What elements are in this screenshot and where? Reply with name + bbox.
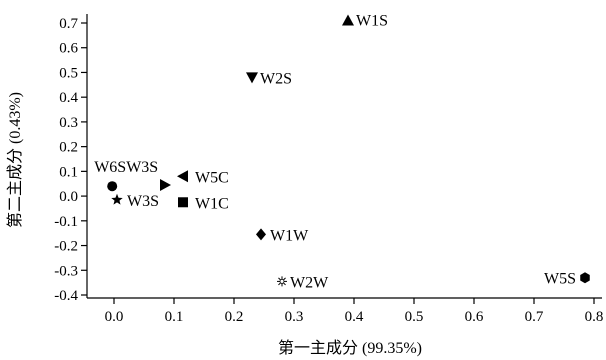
- x-tick-label: 0.8: [585, 309, 604, 325]
- y-tick-label: -0.2: [54, 239, 78, 255]
- data-points: [107, 14, 590, 287]
- point-label-w5c: W5C: [195, 169, 229, 186]
- y-tick-label: 0.1: [59, 164, 78, 180]
- x-tick-label: 0.7: [525, 309, 544, 325]
- point-label-w1s: W1S: [356, 13, 388, 30]
- y-tick-label: 0.7: [59, 16, 78, 32]
- y-tick-label: 0.2: [59, 140, 78, 156]
- point-label-w2s: W2S: [260, 70, 292, 87]
- data-point-w1s-marker: [342, 14, 354, 26]
- y-tick-label: 0.3: [59, 115, 78, 131]
- data-point-w2w-marker: [277, 276, 287, 287]
- x-tick-label: 0.6: [465, 309, 484, 325]
- y-tick-label: 0.4: [59, 90, 78, 106]
- x-tick-label: 0.3: [285, 309, 304, 325]
- point-label-w3s: W3S: [127, 193, 159, 210]
- y-tick-label: -0.1: [54, 214, 78, 230]
- point-label-w1w: W1W: [270, 227, 309, 244]
- point-labels: W1S W2S W5C W3S W1C W1W W2W W5S W6SW3S: [94, 13, 576, 292]
- y-tick-label: -0.3: [54, 263, 78, 279]
- x-tick-label: 0.5: [405, 309, 424, 325]
- point-label-w2w: W2W: [290, 274, 329, 291]
- x-tick-label: 0.4: [345, 309, 364, 325]
- y-tick-label: 0.0: [59, 189, 78, 205]
- point-label-w6sw3s: W6SW3S: [94, 159, 158, 176]
- y-tick-label: 0.6: [59, 41, 78, 57]
- point-label-w1c: W1C: [195, 195, 229, 212]
- y-tick-label: -0.4: [54, 288, 78, 304]
- data-point-w6s-marker: [107, 181, 118, 192]
- x-axis-title: 第一主成分 (99.35%): [278, 339, 422, 357]
- x-tick-label: 0.0: [105, 309, 124, 325]
- asterisk-center: [279, 278, 285, 284]
- data-point-w1w-marker: [256, 228, 266, 241]
- x-tick-label: 0.1: [165, 309, 184, 325]
- y-axis-title: 第二主成分 (0.43%): [6, 92, 24, 228]
- x-tick-label: 0.2: [225, 309, 244, 325]
- ticks: 0.0 0.1 0.2 0.3 0.4 0.5 0.6 0.7 0.8 -0.4 -0.3 -0.2 -…: [54, 16, 603, 325]
- data-point-w5s-marker: [580, 272, 590, 284]
- data-point-w3s-marker: [160, 178, 171, 191]
- data-point-w3s-marker: [111, 193, 123, 205]
- data-point-w1c-marker: [178, 197, 188, 208]
- data-point-w2s-marker: [246, 72, 258, 84]
- point-label-w5s: W5S: [544, 271, 576, 288]
- y-tick-label: 0.5: [59, 65, 78, 81]
- axes: [86, 14, 602, 299]
- data-point-w5c-marker: [177, 170, 188, 183]
